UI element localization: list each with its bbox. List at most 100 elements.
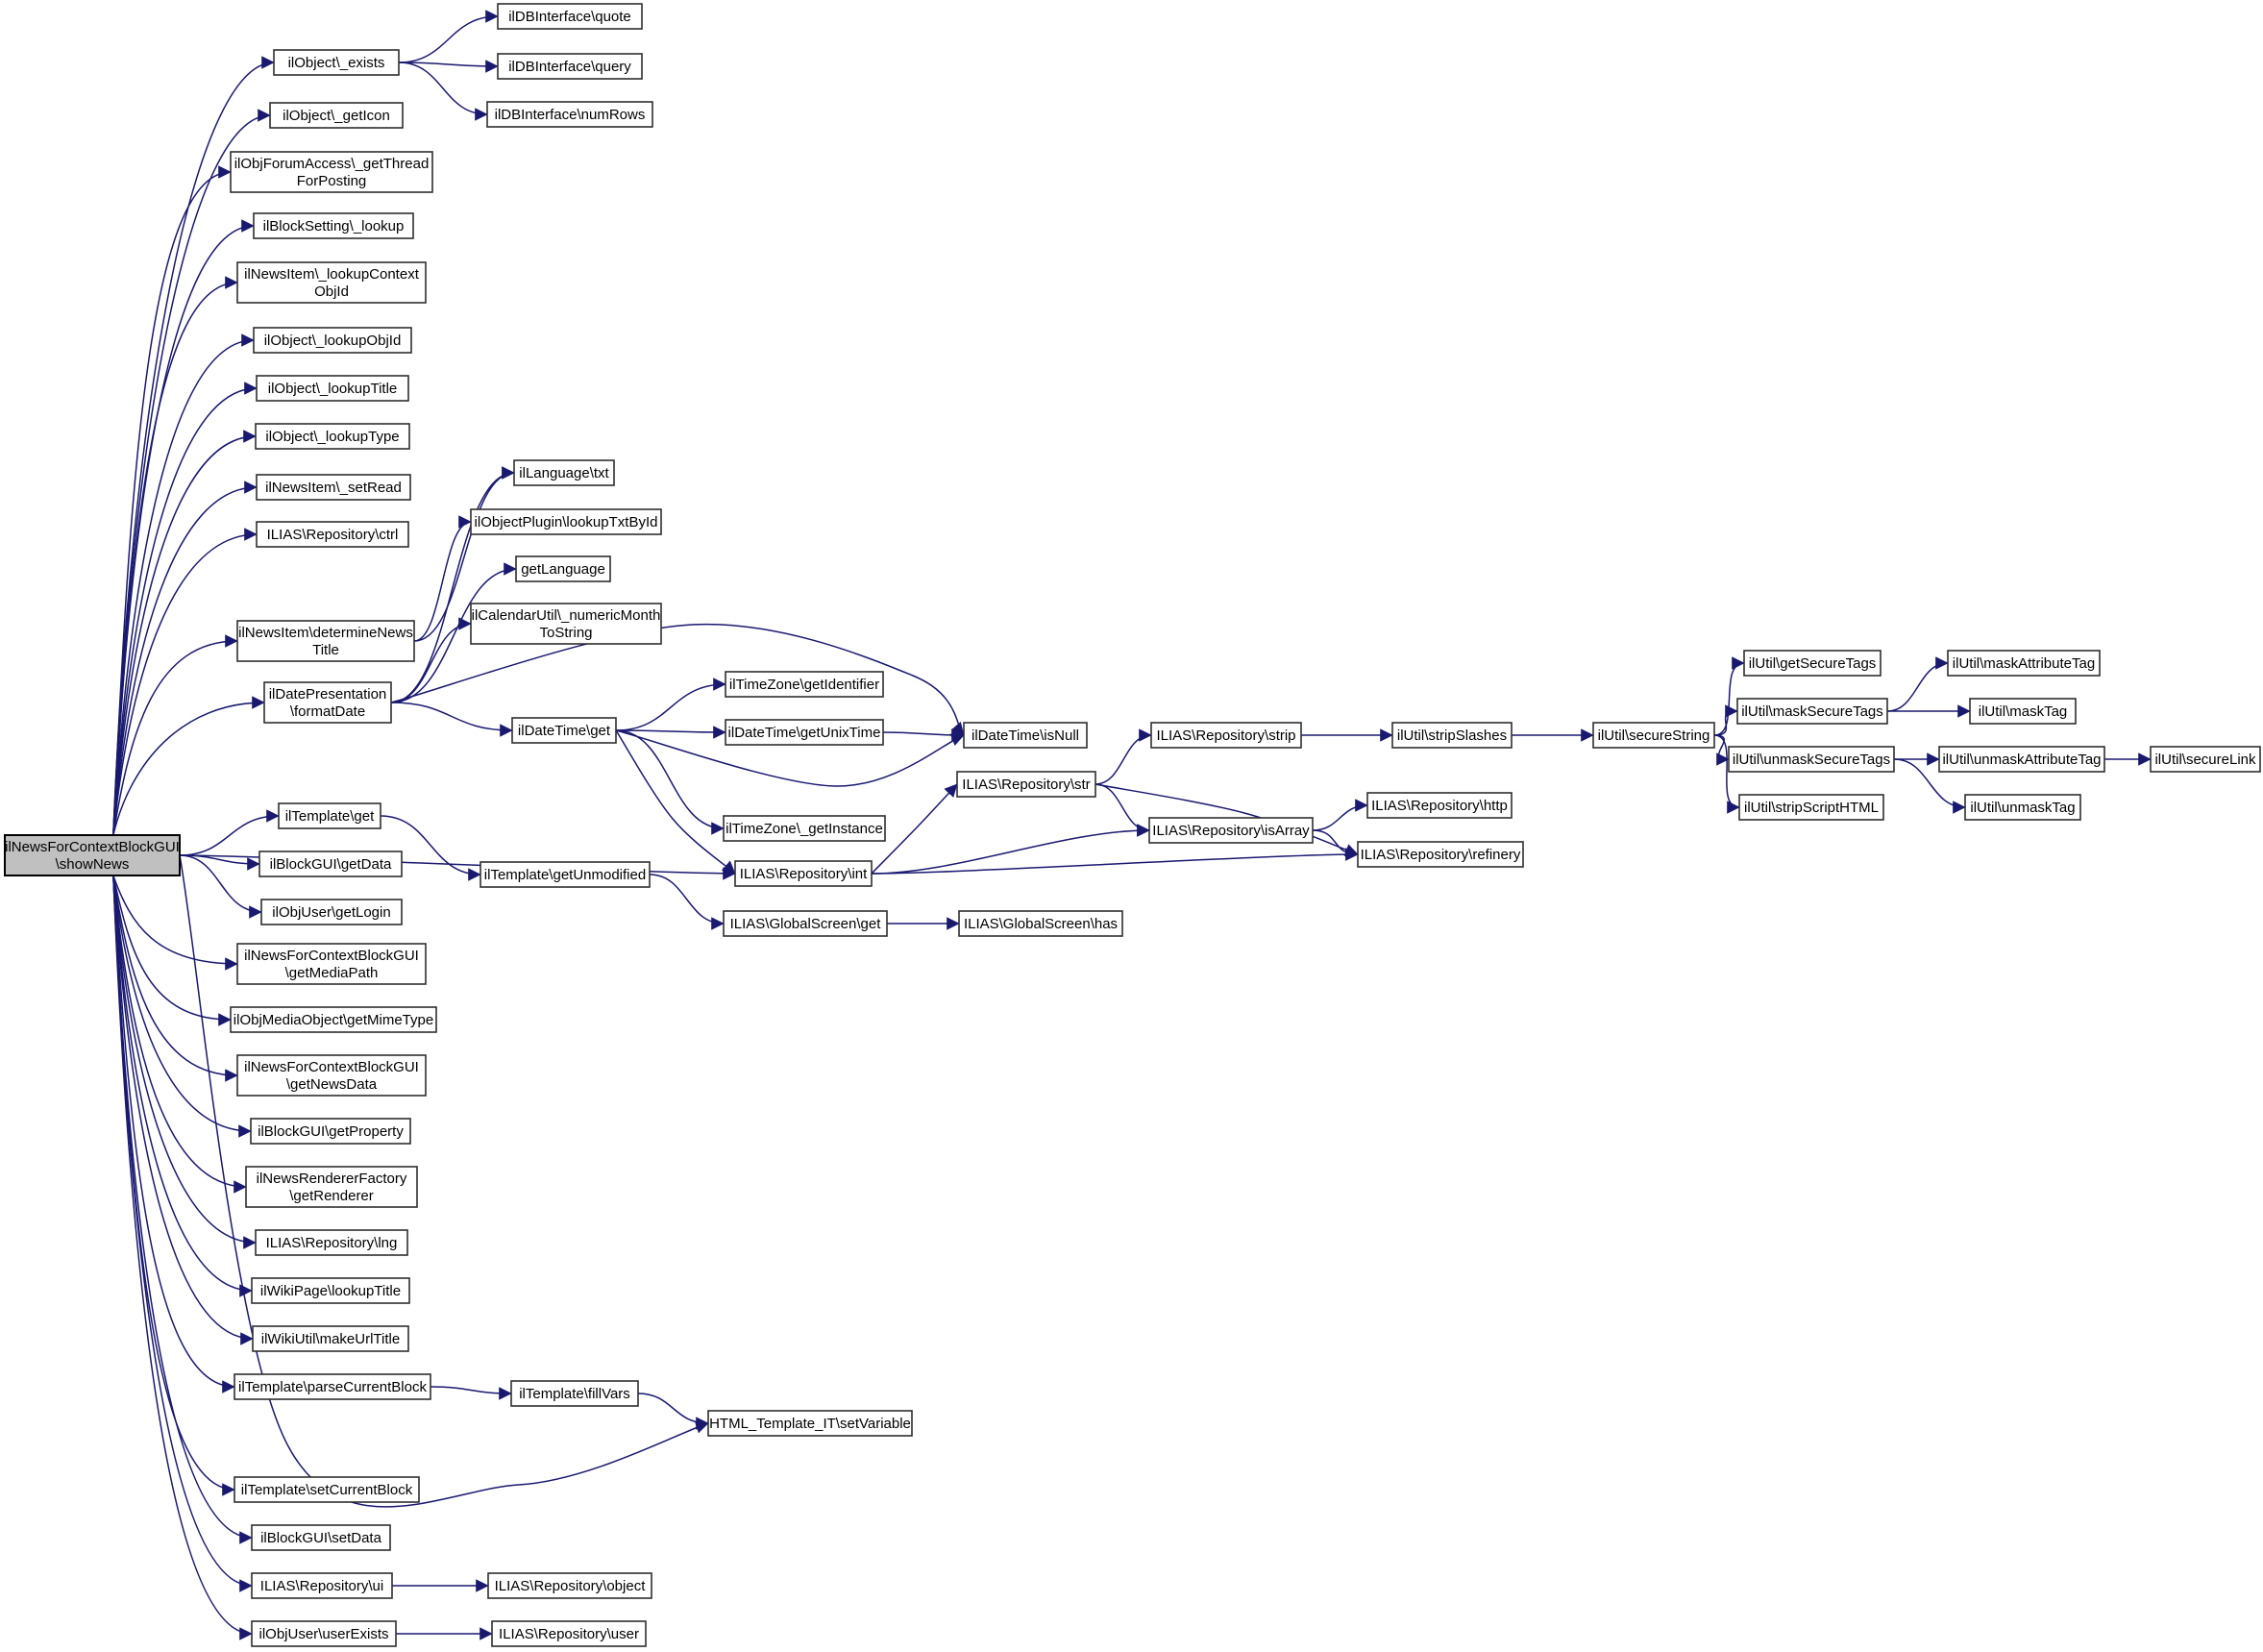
node-dtGet[interactable]: ilDateTime\get [511, 717, 617, 744]
edge-dtGet-to-getUnixTime [615, 726, 726, 739]
node-numRows[interactable]: ilDBInterface\numRows [486, 101, 653, 128]
node-getProperty[interactable]: ilBlockGUI\getProperty [250, 1118, 411, 1145]
edge-int-to-refinery [871, 848, 1359, 875]
node-showNews[interactable]: ilNewsForContextBlockGUI \showNews [4, 834, 181, 876]
node-lookupTxtById[interactable]: ilObjectPlugin\lookupTxtById [470, 508, 662, 535]
node-maskSecureTags[interactable]: ilUtil\maskSecureTags [1736, 698, 1888, 725]
edge-showNews-to-int [179, 854, 736, 880]
node-lng[interactable]: ILIAS\Repository\lng [255, 1229, 408, 1256]
node-maskTag[interactable]: ilUtil\maskTag [1969, 698, 2077, 725]
node-label: ilUtil\stripSlashes [1397, 727, 1507, 744]
node-setRead[interactable]: ilNewsItem\_setRead [256, 474, 411, 501]
edge-_exists-to-quote [398, 10, 499, 63]
node-txt[interactable]: ilLanguage\txt [513, 459, 615, 486]
node-ctrl[interactable]: ILIAS\Repository\ctrl [256, 521, 409, 548]
edge-showNews-to-setRead [112, 481, 258, 836]
node-getNewsData[interactable]: ilNewsForContextBlockGUI \getNewsData [236, 1054, 427, 1097]
node-stripScriptHTML[interactable]: ilUtil\stripScriptHTML [1738, 794, 1884, 821]
node-getData[interactable]: ilBlockGUI\getData [258, 851, 403, 877]
node-refinery[interactable]: ILIAS\Repository\refinery [1357, 841, 1524, 868]
node-tplGet[interactable]: ilTemplate\get [278, 802, 381, 829]
node-getLanguage[interactable]: getLanguage [515, 555, 611, 582]
node-setCurrentBlock[interactable]: ilTemplate\setCurrentBlock [234, 1476, 420, 1503]
node-http[interactable]: ILIAS\Repository\http [1366, 792, 1513, 819]
node-getUnixTime[interactable]: ilDateTime\getUnixTime [725, 719, 884, 746]
node-query[interactable]: ilDBInterface\query [497, 53, 643, 80]
edge-showNews-to-getRenderer [112, 875, 247, 1194]
node-fillVars[interactable]: ilTemplate\fillVars [510, 1380, 639, 1407]
node-gsHas[interactable]: ILIAS\GlobalScreen\has [958, 910, 1123, 937]
node-unmaskSecureTags[interactable]: ilUtil\unmaskSecureTags [1728, 746, 1895, 773]
node-wikiLookupTitle[interactable]: ilWikiPage\lookupTitle [251, 1277, 410, 1304]
edge-showNews-to-lookupType [112, 430, 257, 836]
node-setData[interactable]: ilBlockGUI\setData [251, 1524, 391, 1551]
edge-int-to-isArray [871, 824, 1150, 875]
node-label: ilDateTime\get [518, 723, 611, 739]
node-label: ilObject\_lookupTitle [268, 381, 398, 397]
node-getUnmodified[interactable]: ilTemplate\getUnmodified [480, 861, 651, 888]
edge-showNews-to-getLogin [179, 854, 262, 919]
node-lookupTitle[interactable]: ilObject\_lookupTitle [256, 375, 409, 402]
node-label: ILIAS\Repository\ui [260, 1578, 383, 1594]
node-getMediaPath[interactable]: ilNewsForContextBlockGUI \getMediaPath [236, 943, 427, 985]
node-label: ilUtil\maskSecureTags [1741, 703, 1883, 720]
node-label: ilDatePresentation \formatDate [269, 686, 387, 720]
node-gsGet[interactable]: ILIAS\GlobalScreen\get [723, 910, 888, 937]
node-strip[interactable]: ILIAS\Repository\strip [1150, 722, 1302, 749]
node-quote[interactable]: ilDBInterface\quote [497, 3, 643, 30]
node-getLogin[interactable]: ilObjUser\getLogin [260, 899, 403, 925]
edge-determineNewsTitle-to-txt [413, 466, 515, 642]
edge-isArray-to-refinery [1312, 829, 1359, 861]
node-determineNewsTitle[interactable]: ilNewsItem\determineNews Title [236, 620, 415, 662]
node-unmaskTag[interactable]: ilUtil\unmaskTag [1964, 794, 2081, 821]
node-getIdentifier[interactable]: ilTimeZone\getIdentifier [725, 671, 884, 698]
node-getThreadForPosting[interactable]: ilObjForumAccess\_getThread ForPosting [230, 151, 433, 193]
node-int[interactable]: ILIAS\Repository\int [734, 860, 873, 887]
edge-dtGet-to-getInstance [615, 729, 725, 835]
node-lookupType[interactable]: ilObject\_lookupType [255, 423, 410, 450]
edge-formatDate-to-isNull [390, 623, 965, 736]
node-_getIcon[interactable]: ilObject\_getIcon [269, 102, 404, 129]
node-label: ilNewsForContextBlockGUI \showNews [5, 839, 180, 873]
edge-showNews-to-getMediaPath [112, 875, 238, 971]
node-getSecureTags[interactable]: ilUtil\getSecureTags [1743, 650, 1882, 677]
node-isNull[interactable]: ilDateTime\isNull [963, 722, 1088, 749]
node-ui[interactable]: ILIAS\Repository\ui [251, 1572, 393, 1599]
edge-secureString-to-unmaskSecureTags [1713, 734, 1730, 766]
node-repoObject[interactable]: ILIAS\Repository\object [487, 1572, 652, 1599]
node-secureString[interactable]: ilUtil\secureString [1592, 722, 1715, 749]
node-label: ilObjMediaObject\getMimeType [234, 1012, 433, 1028]
node-label: ilBlockGUI\setData [260, 1530, 382, 1546]
node-setVariable[interactable]: HTML_Template_IT\setVariable [707, 1410, 913, 1437]
node-isArray[interactable]: ILIAS\Repository\isArray [1148, 817, 1314, 844]
node-label: ilTemplate\parseCurrentBlock [238, 1379, 427, 1395]
node-getMimeType[interactable]: ilObjMediaObject\getMimeType [230, 1006, 437, 1033]
node-parseCurrentBlock[interactable]: ilTemplate\parseCurrentBlock [234, 1373, 431, 1400]
node-blockSettingLookup[interactable]: ilBlockSetting\_lookup [253, 212, 414, 239]
node-secureLink[interactable]: ilUtil\secureLink [2150, 746, 2261, 773]
node-getRenderer[interactable]: ilNewsRendererFactory \getRenderer [245, 1166, 418, 1208]
node-layer: ilNewsForContextBlockGUI \showNews ilObjec… [4, 3, 2261, 1647]
node-label: HTML_Template_IT\setVariable [709, 1416, 911, 1432]
node-label: ilTimeZone\_getInstance [726, 821, 883, 837]
node-formatDate[interactable]: ilDatePresentation \formatDate [263, 681, 392, 724]
node-str[interactable]: ILIAS\Repository\str [956, 771, 1096, 798]
node-maskAttributeTag[interactable]: ilUtil\maskAttributeTag [1947, 650, 2101, 677]
node-repoUser[interactable]: ILIAS\Repository\user [491, 1620, 647, 1647]
node-getInstance[interactable]: ilTimeZone\_getInstance [723, 815, 886, 842]
node-stripSlashes[interactable]: ilUtil\stripSlashes [1391, 722, 1513, 749]
node-userExists[interactable]: ilObjUser\userExists [251, 1620, 397, 1647]
node-label: getLanguage [521, 561, 605, 578]
node-_exists[interactable]: ilObject\_exists [273, 49, 400, 76]
node-lookupContextObjId[interactable]: ilNewsItem\_lookupContext ObjId [236, 261, 427, 304]
node-makeUrlTitle[interactable]: ilWikiUtil\makeUrlTitle [252, 1325, 409, 1352]
edge-maskSecureTags-to-maskAttributeTag [1886, 656, 1949, 712]
node-label: ilUtil\maskAttributeTag [1953, 655, 2095, 672]
edge-showNews-to-wikiLookupTitle [112, 875, 253, 1297]
edge-secureString-to-stripScriptHTML [1713, 734, 1740, 814]
node-numericMonthToString[interactable]: ilCalendarUtil\_numericMonth ToString [470, 603, 662, 645]
node-lookupObjId[interactable]: ilObject\_lookupObjId [253, 327, 412, 354]
node-unmaskAttributeTag[interactable]: ilUtil\unmaskAttributeTag [1938, 746, 2105, 773]
edge-dtGet-to-isNull [615, 729, 965, 787]
